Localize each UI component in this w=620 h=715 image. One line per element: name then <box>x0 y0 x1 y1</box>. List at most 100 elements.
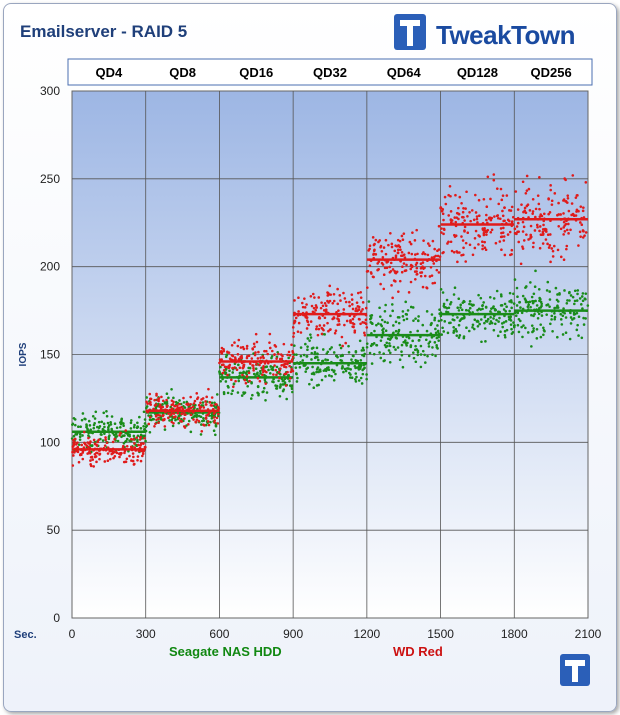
data-point <box>401 265 404 269</box>
data-point <box>455 211 459 215</box>
data-point <box>359 376 363 380</box>
data-point <box>102 422 106 426</box>
data-point <box>428 340 432 344</box>
data-point <box>327 368 331 372</box>
data-point <box>273 364 276 367</box>
data-point <box>341 365 344 368</box>
data-point <box>132 463 136 466</box>
data-point <box>534 215 537 219</box>
data-point <box>412 319 415 322</box>
data-point <box>207 387 210 391</box>
data-point <box>354 380 358 383</box>
data-point <box>92 426 96 430</box>
data-point <box>433 247 436 251</box>
data-point <box>401 365 405 369</box>
data-point <box>365 377 368 381</box>
data-point <box>197 414 201 418</box>
data-point <box>357 379 361 382</box>
data-point <box>218 372 222 376</box>
data-point <box>328 299 332 303</box>
data-point <box>433 318 436 322</box>
data-point <box>200 419 204 423</box>
data-point <box>251 347 254 350</box>
data-point <box>261 366 265 370</box>
data-point <box>575 299 579 302</box>
data-point <box>132 434 136 438</box>
data-point <box>521 247 525 250</box>
data-point <box>441 212 445 216</box>
data-point <box>361 346 365 350</box>
data-point <box>462 299 466 303</box>
data-point <box>407 354 411 358</box>
data-point <box>454 193 457 197</box>
data-point <box>539 300 543 304</box>
data-point <box>253 353 257 357</box>
data-point <box>438 255 442 258</box>
data-point <box>520 311 524 315</box>
data-point <box>137 443 140 447</box>
data-point <box>554 286 558 290</box>
data-point <box>178 399 181 402</box>
data-point <box>274 368 278 372</box>
data-point <box>178 402 181 406</box>
data-point <box>189 430 193 434</box>
data-point <box>500 322 504 325</box>
data-point <box>305 319 309 322</box>
data-point <box>449 300 453 304</box>
data-point <box>531 210 535 213</box>
data-point <box>153 404 157 407</box>
data-point <box>204 400 207 403</box>
data-point <box>207 412 210 415</box>
data-point <box>473 246 477 250</box>
data-point <box>142 424 145 428</box>
data-point <box>202 406 206 409</box>
data-point <box>390 303 394 306</box>
data-point <box>119 422 123 426</box>
data-point <box>274 384 277 387</box>
data-point <box>79 425 82 428</box>
data-point <box>506 233 510 236</box>
data-point <box>233 356 237 359</box>
data-point <box>394 348 397 351</box>
data-point <box>569 228 572 232</box>
data-point <box>562 199 565 202</box>
data-point <box>356 304 360 308</box>
data-point <box>477 243 480 246</box>
data-point <box>548 233 552 236</box>
data-point <box>332 351 336 354</box>
data-point <box>384 252 388 256</box>
data-point <box>387 243 390 247</box>
data-point <box>502 239 506 242</box>
data-point <box>384 345 388 349</box>
data-point <box>415 348 419 351</box>
data-point <box>309 333 312 336</box>
data-point <box>584 297 587 301</box>
data-point <box>237 379 241 383</box>
data-point <box>81 450 85 453</box>
data-point <box>290 343 293 347</box>
data-point <box>291 326 295 329</box>
data-point <box>240 356 244 360</box>
data-point <box>516 323 520 327</box>
data-point <box>548 211 552 214</box>
data-point <box>535 304 539 307</box>
data-point <box>334 372 337 376</box>
data-point <box>264 349 268 353</box>
data-point <box>306 366 310 370</box>
data-point <box>73 451 76 454</box>
data-point <box>338 294 342 297</box>
data-point <box>425 329 429 333</box>
data-point <box>310 358 313 361</box>
data-point <box>445 306 449 310</box>
data-point <box>481 303 484 307</box>
data-point <box>290 387 294 391</box>
data-point <box>213 421 216 424</box>
data-point <box>394 320 398 324</box>
data-point <box>353 315 356 318</box>
data-point <box>243 378 247 382</box>
data-point <box>347 350 351 354</box>
data-point <box>559 312 563 316</box>
data-point <box>210 416 214 420</box>
data-point <box>163 425 167 428</box>
data-point <box>459 306 462 309</box>
